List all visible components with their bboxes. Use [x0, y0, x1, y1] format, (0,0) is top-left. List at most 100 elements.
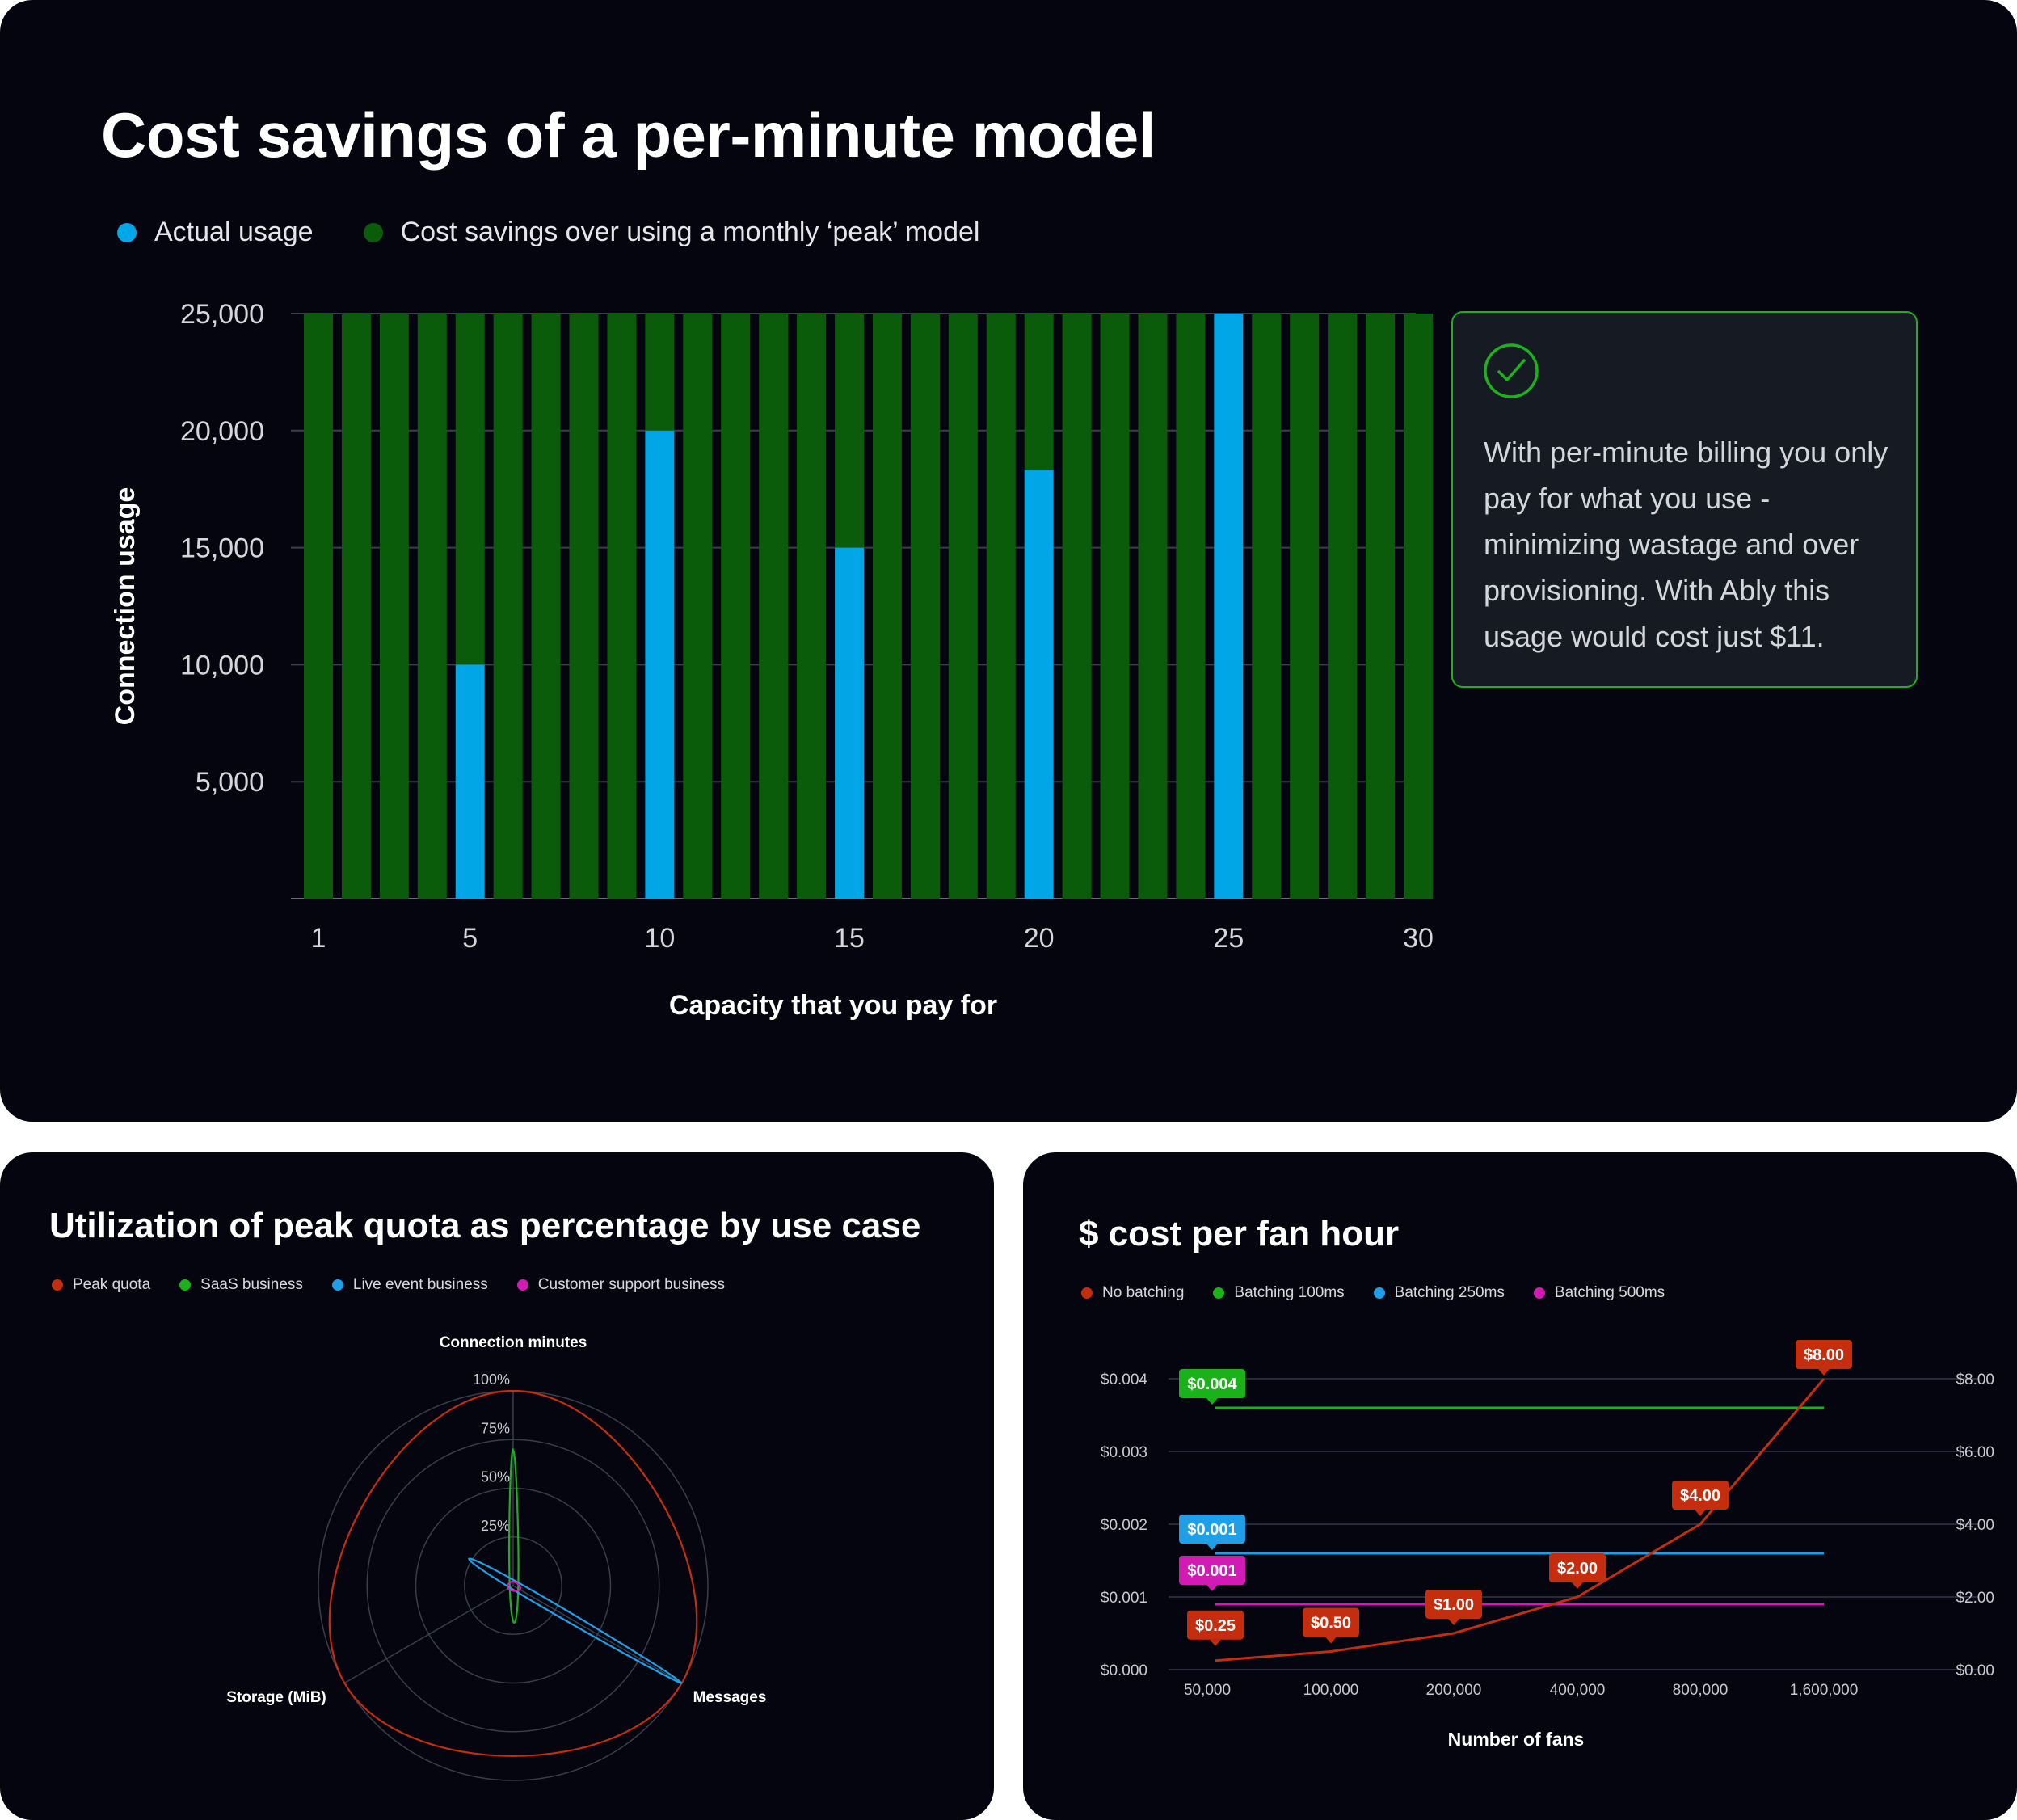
customer-support-business-series — [506, 1581, 521, 1592]
legend-item-no-batching: No batching — [1081, 1284, 1184, 1302]
radar-axis-label: Connection minutes — [440, 1334, 587, 1351]
x-tick-label: 1 — [311, 923, 326, 954]
savings-bar — [1024, 314, 1054, 471]
y-tick-label: 5,000 — [196, 767, 264, 798]
batching-100-dot-icon — [1213, 1287, 1225, 1299]
usage-bar — [835, 547, 865, 899]
line-legend: No batching Batching 100ms Batching 250m… — [1081, 1284, 1665, 1302]
value-badge — [1672, 1481, 1729, 1510]
value-badge-label: $8.00 — [1804, 1346, 1844, 1364]
callout-text: With per-minute billing you only pay for… — [1484, 436, 1889, 653]
legend-label: Actual usage — [154, 217, 314, 247]
line-chart: $0.000 $0.001 $0.002 $0.003 $0.004 $0.00 $2.00… — [1101, 1340, 1994, 1750]
savings-bar — [683, 314, 713, 899]
live-event-dot-icon — [331, 1279, 343, 1291]
value-badge-label: $0.25 — [1195, 1617, 1236, 1635]
savings-bar — [379, 314, 409, 899]
y-tick-label: 20,000 — [180, 416, 264, 447]
legend-label: No batching — [1102, 1284, 1185, 1301]
peak-quota-dot-icon — [52, 1279, 63, 1291]
radar-r-label: 75% — [481, 1420, 510, 1436]
legend-label: Customer support business — [537, 1276, 726, 1293]
legend-item-batching-250: Batching 250ms — [1373, 1284, 1505, 1302]
x-tick-label: 5 — [462, 923, 478, 954]
bar-chart-title: Cost savings of a per-minute model — [101, 99, 1156, 171]
savings-bar — [1176, 314, 1206, 899]
savings-bar — [1404, 314, 1433, 899]
legend-item-customer-support: Customer support business — [516, 1276, 726, 1294]
savings-bar — [1100, 314, 1130, 899]
legend-item-batching-500: Batching 500ms — [1533, 1284, 1665, 1302]
y-right-tick-label: $0.00 — [1956, 1662, 1994, 1679]
radar-chart: 25% 50% 75% 100% Connection minutes Messages S… — [226, 1334, 767, 1781]
value-badge — [1303, 1607, 1359, 1637]
value-badge — [1549, 1553, 1606, 1582]
radar-chart-title: Utilization of peak quota as percentage … — [49, 1206, 921, 1245]
y-tick-label: 10,000 — [180, 650, 264, 680]
savings-bar — [1290, 314, 1320, 899]
savings-bar — [341, 314, 371, 899]
x-tick-label: 20 — [1024, 923, 1055, 954]
radar-r-label: 25% — [481, 1518, 510, 1534]
value-badge-pointer — [1572, 1582, 1583, 1589]
line-chart-title: $ cost per fan hour — [1079, 1214, 1400, 1253]
x-tick-label: 30 — [1403, 923, 1434, 954]
value-badge — [1187, 1610, 1244, 1640]
radar-r-label: 100% — [473, 1371, 510, 1388]
y-left-tick-label: $0.003 — [1101, 1444, 1147, 1461]
value-badge-pointer — [1210, 1639, 1221, 1646]
savings-bar — [910, 314, 940, 899]
value-badge-label: $0.50 — [1311, 1615, 1351, 1633]
customer-support-dot-icon — [516, 1279, 528, 1291]
legend-label: Live event business — [352, 1276, 488, 1293]
x-tick-label: 400,000 — [1550, 1682, 1606, 1699]
value-badge-label: $4.00 — [1680, 1487, 1720, 1505]
x-tick-label: 10 — [644, 923, 675, 954]
y-right-tick-label: $8.00 — [1956, 1371, 1994, 1388]
y-axis-label: Connection usage — [110, 487, 141, 726]
y-left-tick-label: $0.002 — [1101, 1517, 1147, 1534]
savings-bar — [645, 314, 675, 431]
value-badge-pointer — [1206, 1585, 1218, 1591]
peak-quota-series — [328, 1389, 698, 1757]
y-right-tick-label: $2.00 — [1956, 1590, 1994, 1607]
value-badge — [1179, 1515, 1245, 1544]
savings-bar — [1366, 314, 1396, 899]
value-badge-label: $2.00 — [1557, 1560, 1598, 1578]
legend-item-actual-usage: Actual usage — [117, 217, 314, 248]
value-badge-pointer — [1818, 1369, 1830, 1376]
savings-bar — [304, 314, 333, 899]
value-badge-pointer — [1448, 1619, 1459, 1625]
savings-bar — [455, 314, 485, 665]
legend-item-peak-quota: Peak quota — [52, 1276, 150, 1294]
savings-bar — [417, 314, 447, 899]
savings-bar — [493, 314, 523, 899]
savings-bar — [1138, 314, 1168, 899]
savings-callout: With per-minute billing you only pay for… — [1451, 311, 1918, 688]
legend-label: Batching 500ms — [1554, 1284, 1665, 1301]
value-badge-pointer — [1206, 1398, 1218, 1405]
no-batching-dot-icon — [1081, 1287, 1093, 1299]
y-tick-label: 25,000 — [180, 299, 264, 330]
radar-r-label: 50% — [481, 1469, 510, 1485]
radar-axis-label: Storage (MiB) — [226, 1689, 326, 1706]
legend-label: Peak quota — [73, 1276, 151, 1293]
batching-500-dot-icon — [1533, 1287, 1545, 1299]
x-tick-label: 50,000 — [1184, 1682, 1231, 1699]
legend-item-live-event: Live event business — [331, 1276, 488, 1294]
savings-bar — [797, 314, 827, 899]
legend-item-saas: SaaS business — [179, 1276, 303, 1294]
savings-bar — [1062, 314, 1092, 899]
usage-bar-chart-panel: Cost savings of a per-minute model Actua… — [0, 0, 2017, 1122]
savings-bar — [607, 314, 637, 899]
legend-item-cost-savings: Cost savings over using a monthly ‘peak’… — [363, 217, 979, 248]
y-right-tick-label: $4.00 — [1956, 1517, 1994, 1534]
saas-business-series — [508, 1448, 520, 1624]
usage-bar — [645, 430, 675, 899]
x-tick-label: 800,000 — [1673, 1682, 1729, 1699]
y-left-tick-label: $0.000 — [1101, 1662, 1147, 1679]
y-right-tick-label: $6.00 — [1956, 1444, 1994, 1461]
usage-bar — [455, 664, 485, 899]
bar-chart-legend: Actual usage Cost savings over using a m… — [117, 217, 979, 248]
radar-axis-label: Messages — [693, 1689, 767, 1706]
